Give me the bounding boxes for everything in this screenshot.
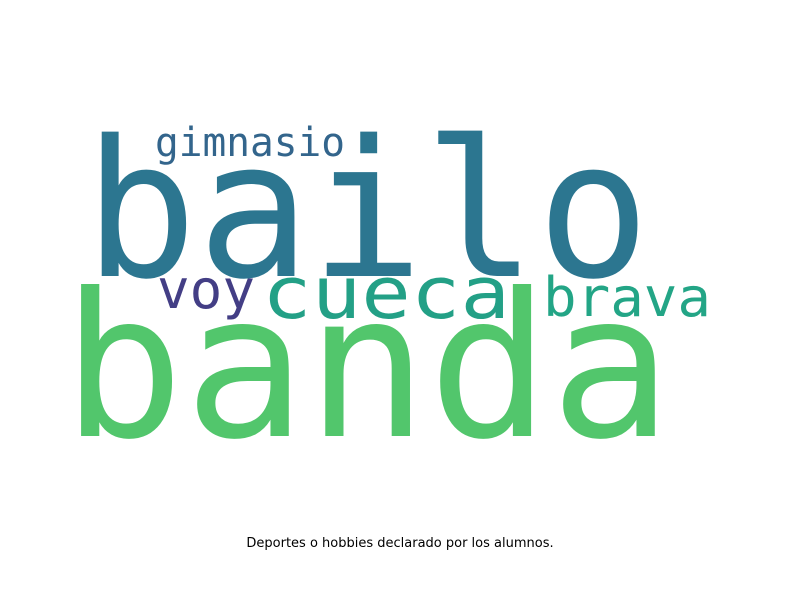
word-bailo: bailo bbox=[84, 100, 650, 321]
figure-caption: Deportes o hobbies declarado por los alu… bbox=[246, 536, 554, 551]
word-banda: banda bbox=[62, 251, 672, 484]
word-gimnasio: gimnasio bbox=[155, 120, 345, 166]
word-voy: voy bbox=[157, 258, 255, 321]
word-brava: brava bbox=[543, 266, 711, 329]
word-cueca: cueca bbox=[262, 251, 510, 335]
